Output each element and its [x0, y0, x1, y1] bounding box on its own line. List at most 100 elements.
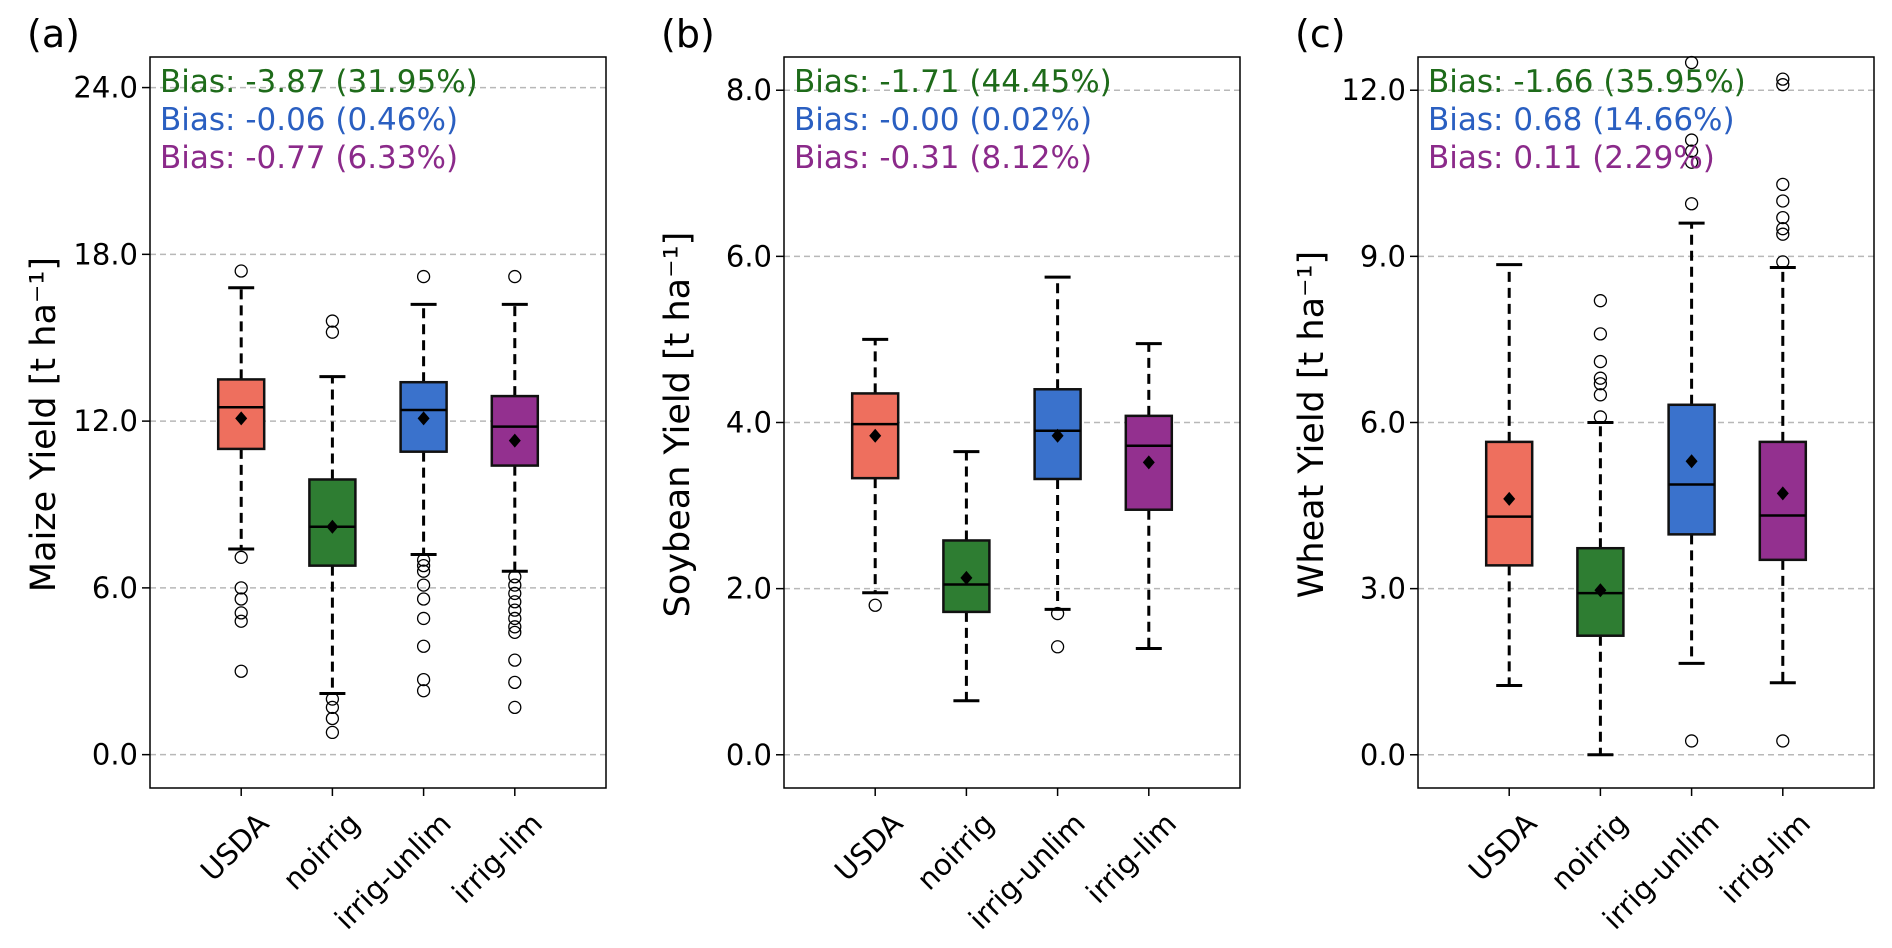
y-tick-label: 18.0: [73, 237, 138, 271]
outlier-point: [508, 269, 522, 284]
outlier-point: [234, 550, 248, 564]
outlier-point: [1684, 155, 1699, 169]
outlier-point: [508, 675, 522, 690]
outlier-point: [508, 700, 522, 715]
mean-marker: [417, 411, 430, 426]
x-tick-label: USDA: [194, 806, 276, 888]
box-USDA: [1484, 263, 1534, 688]
outlier-point: [416, 564, 431, 578]
mean-marker: [1685, 454, 1698, 469]
y-tick-label: 12.0: [1341, 73, 1406, 107]
outlier-point: [1776, 227, 1790, 241]
mean-marker: [1594, 583, 1607, 598]
outlier-point: [1776, 222, 1790, 236]
outlier-point: [416, 578, 431, 592]
panel-label: (c): [1295, 12, 1346, 56]
outlier-point: [234, 614, 248, 628]
outlier-point: [1593, 294, 1608, 308]
outlier-point: [508, 570, 522, 584]
x-tick-label: irrig-lim: [445, 806, 549, 910]
mean-marker: [1142, 455, 1155, 470]
bias-annotation: Bias: -1.66 (35.95%): [1428, 64, 1746, 100]
outlier-point: [234, 592, 248, 606]
box-body: [1758, 440, 1808, 562]
box-irrig-unlim: [1667, 55, 1716, 748]
bias-annotation: Bias: -3.87 (31.95%): [160, 64, 478, 100]
box-irrig-lim: [490, 269, 540, 715]
axes-frame: [149, 56, 607, 789]
bias-annotation: Bias: 0.68 (14.66%): [1428, 102, 1735, 138]
mean-marker: [869, 428, 882, 443]
y-tick-label: 6.0: [1360, 406, 1406, 440]
box-body: [490, 394, 540, 467]
y-tick-label: 4.0: [726, 406, 772, 440]
outlier-point: [1593, 388, 1608, 402]
mean-marker: [508, 433, 521, 448]
bias-annotation: Bias: -0.06 (0.46%): [160, 102, 458, 138]
x-tick-label: irrig-lim: [1713, 806, 1817, 910]
outlier-point: [508, 653, 522, 667]
outlier-point: [416, 592, 431, 606]
y-tick-label: 0.0: [1360, 738, 1406, 772]
mean-marker: [1503, 491, 1516, 506]
x-tick-label: noirrig: [1544, 806, 1634, 896]
bias-annotation: Bias: 0.11 (2.29%): [1428, 140, 1715, 176]
outlier-point: [508, 586, 522, 601]
outlier-point: [508, 578, 522, 592]
x-tick-label: noirrig: [910, 806, 1000, 896]
mean-marker: [960, 570, 973, 585]
outlier-point: [234, 606, 248, 620]
outlier-point: [325, 725, 340, 740]
box-noirrig: [1576, 294, 1625, 757]
bias-annotation: Bias: -0.77 (6.33%): [160, 140, 458, 176]
box-irrig-unlim: [1033, 275, 1082, 654]
y-tick-label: 8.0: [726, 73, 772, 107]
outlier-point: [1593, 371, 1608, 385]
outlier-point: [416, 684, 431, 698]
box-body: [942, 539, 991, 614]
mean-marker: [1776, 486, 1789, 501]
box-irrig-lim: [1758, 72, 1808, 748]
outlier-point: [1776, 72, 1790, 86]
bias-annotation: Bias: -1.71 (44.45%): [794, 64, 1112, 100]
outlier-point: [1684, 133, 1699, 147]
outlier-point: [1776, 255, 1790, 269]
outlier-point: [1776, 177, 1790, 192]
outlier-point: [1593, 377, 1608, 391]
outlier-point: [416, 639, 431, 653]
outlier-point: [1776, 210, 1790, 225]
outlier-point: [508, 625, 522, 639]
outlier-point: [325, 325, 340, 339]
panel-label: (b): [661, 12, 715, 56]
y-tick-label: 0.0: [92, 738, 138, 772]
outlier-point: [416, 611, 431, 626]
outlier-point: [868, 598, 882, 612]
x-tick-label: USDA: [828, 806, 910, 888]
box-noirrig: [308, 314, 357, 740]
x-tick-label: noirrig: [276, 806, 366, 896]
mean-marker: [235, 411, 248, 426]
outlier-point: [508, 595, 522, 609]
outlier-point: [1593, 354, 1608, 369]
bias-annotation: Bias: -0.00 (0.02%): [794, 102, 1092, 138]
bias-annotation: Bias: -0.31 (8.12%): [794, 140, 1092, 176]
y-tick-label: 3.0: [1360, 572, 1406, 606]
outlier-point: [416, 553, 431, 567]
x-tick-label: irrig-lim: [1079, 806, 1183, 910]
mean-marker: [1051, 428, 1064, 443]
outlier-point: [234, 664, 248, 678]
outlier-point: [1050, 606, 1065, 621]
y-tick-label: 2.0: [726, 572, 772, 606]
y-tick-label: 6.0: [92, 571, 138, 605]
box-body: [399, 380, 448, 453]
box-USDA: [216, 264, 266, 678]
box-USDA: [850, 337, 900, 612]
box-noirrig: [942, 450, 991, 703]
outlier-point: [1593, 410, 1608, 424]
box-body: [1667, 403, 1716, 536]
outlier-point: [1684, 197, 1699, 211]
outlier-point: [1776, 194, 1790, 208]
